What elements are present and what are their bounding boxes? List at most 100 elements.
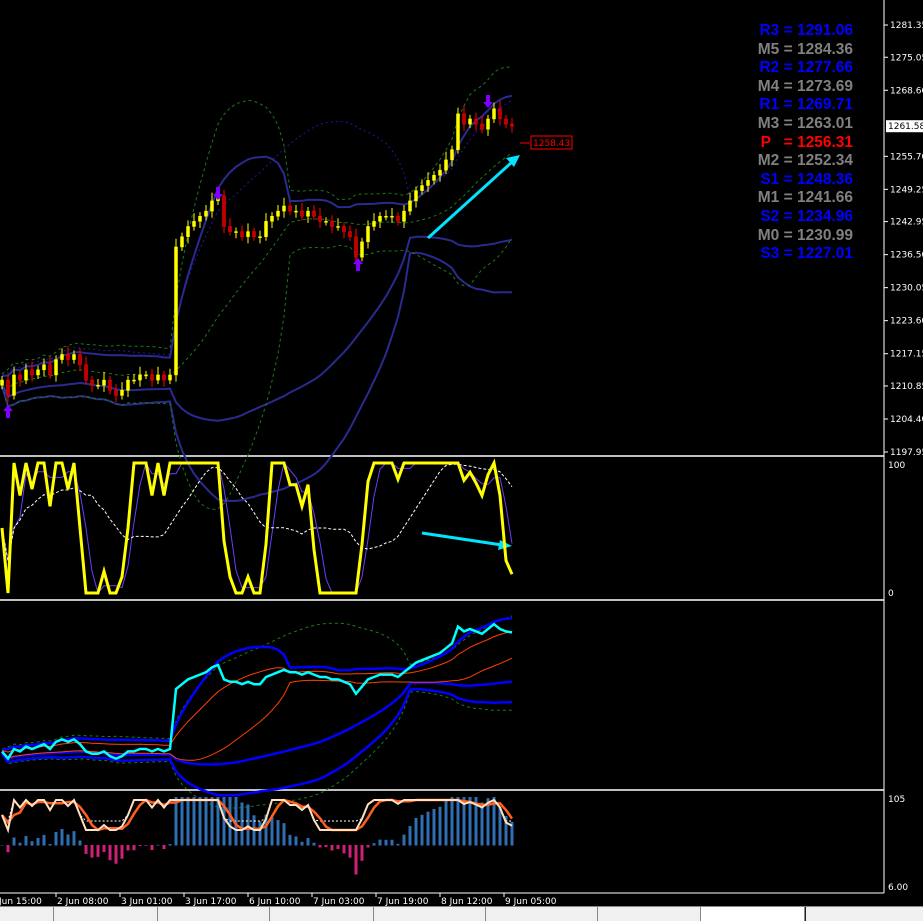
candle	[204, 210, 208, 217]
histogram-bar	[240, 802, 244, 846]
candle	[192, 221, 196, 227]
candle	[48, 364, 52, 376]
candle	[348, 231, 352, 237]
candle	[324, 221, 328, 223]
histogram-bar	[408, 826, 412, 846]
chart-tab[interactable]	[0, 907, 54, 921]
histogram-bar	[288, 834, 292, 846]
candle	[402, 210, 406, 222]
pivot-level-label: R1 = 1269.71	[759, 96, 853, 114]
histogram-bar	[432, 809, 436, 846]
candle	[318, 215, 322, 222]
histogram-bar	[24, 836, 28, 846]
chart-tab[interactable]	[598, 907, 701, 921]
lower-band-outer	[1, 251, 513, 502]
histogram-bar	[444, 800, 448, 846]
pivot-level-label: M0 = 1230.99	[757, 226, 853, 244]
price-tick-label: 1275.05	[890, 53, 923, 63]
candle	[126, 379, 130, 391]
histogram-bar	[312, 842, 316, 846]
candle	[258, 236, 262, 238]
candle	[186, 226, 190, 237]
candle	[444, 159, 448, 171]
price-tick-label: 1242.95	[890, 218, 923, 228]
candle	[138, 374, 142, 381]
oscillator-average-line	[1, 463, 513, 561]
price-tick-label: 1268.60	[890, 86, 923, 96]
candles	[0, 100, 514, 403]
histogram-bar	[510, 821, 514, 846]
histogram-bar	[402, 834, 406, 846]
candle	[480, 123, 484, 130]
chart-tab[interactable]	[158, 907, 270, 921]
candle	[408, 200, 412, 212]
histogram-bar	[156, 844, 160, 846]
price-tick-label: 1249.25	[890, 185, 923, 195]
chart-tab[interactable]	[270, 907, 374, 921]
candle	[492, 108, 496, 120]
histogram-bar	[258, 821, 262, 846]
candle	[384, 215, 388, 218]
histogram-bar	[108, 845, 112, 861]
histogram-tick-label: 6.00	[888, 883, 908, 893]
trend-arrow-up	[426, 160, 514, 240]
histogram-bar	[180, 797, 184, 846]
histogram-bar	[60, 829, 64, 846]
histogram-bar	[84, 845, 88, 854]
histogram-bar	[72, 831, 76, 846]
candle	[120, 390, 124, 396]
histogram-bar	[90, 845, 94, 858]
histogram-bar	[36, 837, 40, 846]
histogram-bar	[168, 844, 172, 846]
candle	[474, 118, 478, 125]
candle	[354, 236, 358, 258]
price-tick-label: 1255.70	[890, 152, 923, 162]
candle	[294, 210, 298, 213]
histogram-bar	[390, 839, 394, 846]
histogram-bar	[192, 797, 196, 846]
histogram-bar	[426, 811, 430, 846]
histogram-bar	[384, 839, 388, 846]
panel3-upper-envelope	[1, 615, 513, 750]
candle	[288, 205, 292, 212]
candle	[54, 359, 58, 376]
histogram-bar	[306, 838, 310, 846]
candle	[24, 369, 28, 381]
candle	[144, 374, 148, 377]
chart-tab[interactable]	[805, 907, 923, 921]
candle	[468, 118, 472, 125]
histogram-bar	[420, 814, 424, 846]
candle	[396, 215, 400, 222]
candle	[234, 231, 238, 233]
histogram-bar	[294, 836, 298, 846]
histogram-bar	[480, 802, 484, 846]
chart-tab[interactable]	[486, 907, 598, 921]
histogram-bar	[6, 845, 10, 853]
candle	[390, 215, 394, 218]
lower-envelope	[1, 237, 513, 510]
panel3-upper-band	[1, 616, 513, 751]
histogram-bar	[216, 797, 220, 846]
lower-band	[1, 235, 513, 422]
histogram-bar	[42, 834, 46, 846]
chart-tab[interactable]	[374, 907, 486, 921]
histogram-bar	[126, 845, 130, 851]
candle	[36, 369, 40, 376]
histogram-bar	[48, 844, 52, 846]
candle	[132, 379, 136, 382]
candle	[372, 221, 376, 227]
candle	[264, 221, 268, 237]
chart-tab-active[interactable]	[701, 907, 805, 921]
histogram-bar	[456, 797, 460, 846]
candle	[420, 185, 424, 191]
chart-tab[interactable]	[54, 907, 158, 921]
candle	[510, 123, 514, 127]
candle	[426, 180, 430, 186]
time-tick-label: 8 Jun 12:00	[441, 897, 493, 906]
candle	[222, 195, 226, 227]
histogram-bar	[246, 804, 250, 846]
pivot-levels: R3 = 1291.06 M5 = 1284.36 R2 = 1277.66 M4 =…	[758, 22, 853, 264]
signal-down-arrow-icon	[213, 187, 223, 200]
candle	[198, 215, 202, 222]
